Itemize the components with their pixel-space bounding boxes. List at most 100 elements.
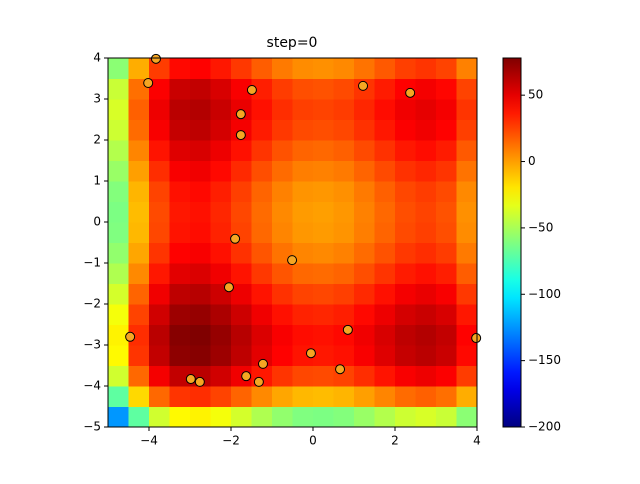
heatmap-cell [292,201,314,223]
heatmap-cell [395,140,416,161]
heatmap-cell [436,304,457,325]
heatmap-cell [354,58,375,79]
heatmap-cell [251,160,273,182]
heatmap-cell [251,78,273,100]
heatmap-cell [251,324,273,346]
heatmap-cell [333,386,355,407]
heatmap-cell [251,99,273,120]
heatmap-cell [210,160,232,182]
heatmap-cell [333,283,355,305]
heatmap-cell [128,58,150,79]
heatmap-cell [456,181,478,202]
heatmap-cell [169,242,191,264]
heatmap-cell [374,242,396,264]
heatmap-cell [149,99,170,120]
heatmap-cell [128,283,150,305]
heatmap-cell [313,283,334,305]
heatmap-cell [333,140,355,161]
heatmap-cell [436,201,457,223]
heatmap-cell [108,365,129,387]
heatmap-cell [272,160,293,182]
heatmap-cell [190,386,211,407]
heatmap-cell [374,406,396,428]
heatmap-cell [231,345,252,366]
heatmap-cell [456,304,478,325]
heatmap-cell [169,160,191,182]
plot-frame [107,57,478,428]
heatmap-cell [251,406,273,428]
x-tick-label: 0 [309,434,317,448]
heatmap-cell [374,160,396,182]
x-tick-label: 4 [473,434,481,448]
heatmap-cell [272,78,293,100]
heatmap-cell [374,222,396,243]
heatmap-cell [395,263,416,284]
heatmap-cell [292,78,314,100]
heatmap-cell [292,283,314,305]
heatmap-cell [108,324,129,346]
heatmap-cell [395,345,416,366]
heatmap-cell [169,386,191,407]
heatmap-cell [374,58,396,79]
point [257,358,268,369]
heatmap-cell [231,304,252,325]
heatmap-cell [190,345,211,366]
heatmap-cell [190,99,211,120]
heatmap-cell [128,181,150,202]
heatmap-cell [436,386,457,407]
heatmap-cell [313,263,334,284]
heatmap-cell [436,242,457,264]
y-tick-label: 2 [93,133,101,147]
heatmap-cell [108,263,129,284]
heatmap-cell [169,140,191,161]
heatmap-cell [354,304,375,325]
heatmap-cell [436,78,457,100]
point [150,53,161,64]
heatmap-cell [149,222,170,243]
heatmap-cell [231,324,252,346]
heatmap-cell [169,263,191,284]
heatmap-cell [333,222,355,243]
heatmap-cell [231,201,252,223]
heatmap-cell [251,242,273,264]
heatmap-cell [108,222,129,243]
heatmap-cell [108,386,129,407]
heatmap-cell [415,201,437,223]
heatmap-cell [169,58,191,79]
heatmap-cell [210,222,232,243]
heatmap-cell [374,263,396,284]
x-tick-label: −2 [222,434,240,448]
heatmap-cell [415,263,437,284]
heatmap-cell [436,222,457,243]
heatmap-cell [210,386,232,407]
heatmap-cell [456,365,478,387]
heatmap-cell [231,263,252,284]
heatmap-cell [456,140,478,161]
heatmap-cell [354,140,375,161]
heatmap-cell [149,160,170,182]
heatmap-cell [415,304,437,325]
heatmap-cell [149,324,170,346]
heatmap-cell [251,304,273,325]
heatmap-cell [415,58,437,79]
heatmap-cell [333,345,355,366]
heatmap-cell [231,283,252,305]
heatmap-cell [415,242,437,264]
heatmap-cell [436,99,457,120]
heatmap-cell [128,406,150,428]
heatmap-cell [210,99,232,120]
heatmap-cell [251,140,273,161]
heatmap-cell [436,324,457,346]
scatter [125,53,482,387]
heatmap-cell [395,365,416,387]
heatmap-cell [190,406,211,428]
heatmap-cell [149,201,170,223]
heatmap-cell [456,78,478,100]
heatmap-cell [415,181,437,202]
heatmap-cell [272,99,293,120]
heatmap-cell [354,365,375,387]
heatmap-cell [231,78,252,100]
heatmap-cell [169,304,191,325]
heatmap-cell [415,222,437,243]
